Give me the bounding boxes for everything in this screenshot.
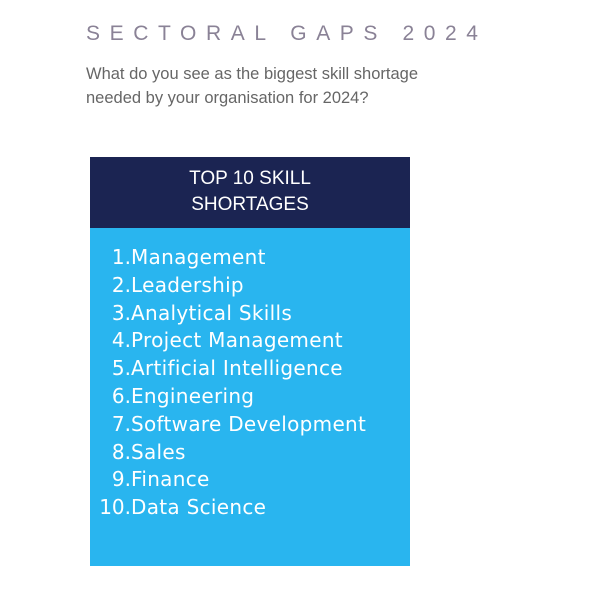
item-number: 7. (111, 411, 131, 436)
item-label: Data Science (131, 495, 267, 520)
item-number: 9. (111, 467, 131, 492)
item-number: 3. (111, 300, 131, 325)
list-item: 4. Project Management (90, 327, 366, 355)
card-title-line: SHORTAGES (191, 194, 309, 215)
list-item: 9. Finance (90, 466, 366, 494)
item-label: Software Development (131, 411, 367, 436)
item-label: Engineering (131, 383, 255, 408)
item-label: Leadership (131, 272, 244, 297)
card-header: TOP 10 SKILL SHORTAGES (90, 157, 410, 228)
item-number: 1. (111, 245, 131, 269)
list-item: 6. Engineering (90, 383, 366, 411)
subtitle-line: What do you see as the biggest skill sho… (86, 65, 419, 83)
list-item: 5. Artificial Intelligence (90, 355, 366, 383)
item-label: Finance (131, 467, 210, 492)
card: TOP 10 SKILL SHORTAGES 1. Management 2. Lea… (90, 157, 410, 566)
subtitle: What do you see as the biggest skill sho… (86, 62, 418, 110)
list-item: 2. Leadership (90, 272, 366, 300)
item-label: Artificial Intelligence (131, 356, 343, 381)
subtitle-line: needed by your organisation for 2024? (86, 89, 369, 107)
item-number: 8. (111, 439, 131, 464)
item-number: 4. (111, 328, 131, 353)
list-item: 8. Sales (90, 439, 366, 467)
card-title-line: TOP 10 SKILL (189, 168, 311, 189)
list-item: 1. Management (90, 244, 366, 272)
list-item: 10. Data Science (90, 494, 366, 522)
item-label: Analytical Skills (131, 300, 293, 325)
title: SECTORAL GAPS 2024 (86, 22, 488, 45)
item-number: 6. (111, 383, 131, 408)
item-number: 2. (111, 272, 131, 297)
item-label: Sales (131, 439, 186, 464)
skill-list: 1. Management 2. Leadership 3. Analytical Ski… (90, 244, 366, 522)
list-item: 7. Software Development (90, 411, 366, 439)
item-label: Project Management (131, 328, 343, 353)
item-number: 5. (111, 356, 131, 381)
list-item: 3. Analytical Skills (90, 300, 366, 328)
item-number: 10. (99, 495, 131, 520)
item-label: Management (131, 245, 266, 269)
